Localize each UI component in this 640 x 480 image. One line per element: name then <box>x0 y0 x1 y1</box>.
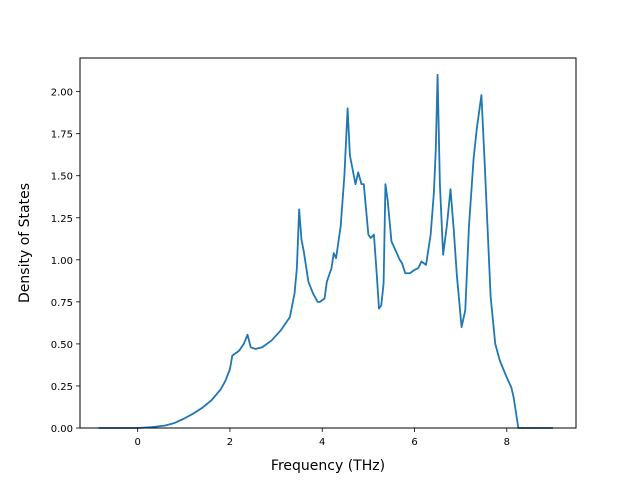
x-tick-label: 4 <box>319 437 325 448</box>
y-tick-label: 0.25 <box>51 382 73 393</box>
y-axis-ticks: 0.00 0.25 0.50 0.75 1.00 1.25 1.50 1.75 2.00 <box>51 88 80 435</box>
y-tick-label: 1.50 <box>51 172 73 183</box>
x-axis-ticks: 0 2 4 6 8 <box>134 428 510 448</box>
y-tick-label: 1.00 <box>51 256 73 267</box>
plot-frame <box>79 57 577 429</box>
x-tick-label: 0 <box>134 437 140 448</box>
plot-background <box>80 58 576 428</box>
x-axis-label: Frequency (THz) <box>271 458 385 474</box>
y-tick-label: 2.00 <box>51 88 73 99</box>
plot-area <box>98 73 553 429</box>
x-tick-label: 6 <box>411 437 417 448</box>
dos-line-series-0 <box>98 73 553 429</box>
x-tick-label: 2 <box>227 437 233 448</box>
y-tick-label: 0.50 <box>51 340 73 351</box>
y-tick-label: 1.25 <box>51 214 73 225</box>
x-tick-label: 8 <box>504 437 510 448</box>
y-tick-label: 0.00 <box>51 424 73 435</box>
y-tick-label: 1.75 <box>51 130 73 141</box>
y-axis-label: Density of States <box>17 183 33 303</box>
y-tick-label: 0.75 <box>51 298 73 309</box>
